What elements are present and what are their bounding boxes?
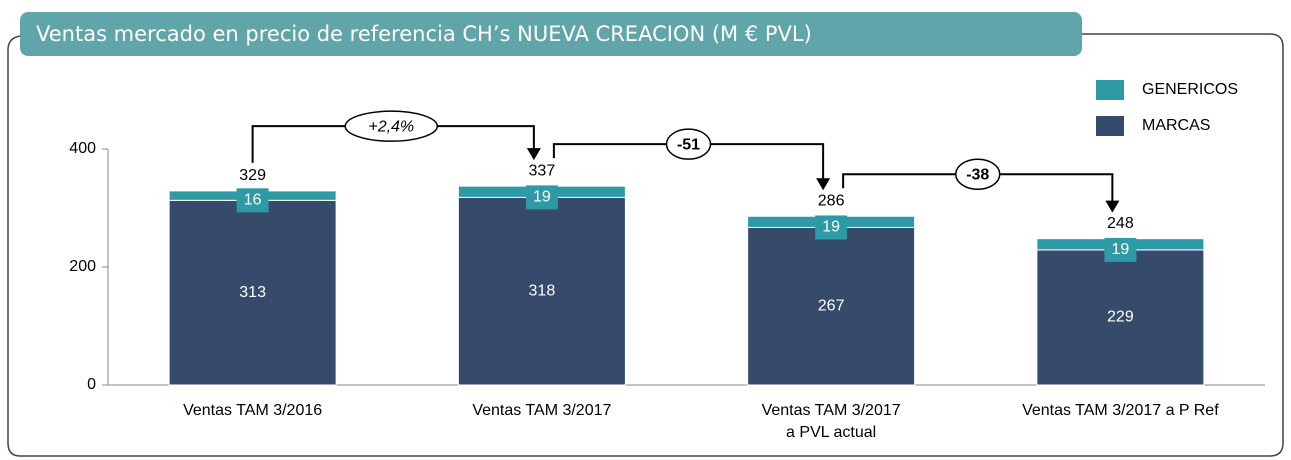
segment-label: 19 xyxy=(1111,241,1129,258)
segment-label: 267 xyxy=(818,297,845,314)
x-tick-line: Ventas TAM 3/2016 xyxy=(183,402,322,419)
segment-label-box xyxy=(815,215,848,240)
x-tick-line: Ventas TAM 3/2017 xyxy=(472,402,611,419)
segment-label: 313 xyxy=(239,284,266,301)
bar-segment xyxy=(457,196,626,386)
segment-label: 19 xyxy=(533,189,551,206)
total-label: 329 xyxy=(239,167,266,184)
arrow-head xyxy=(1105,200,1120,213)
y-tick-label: 0 xyxy=(87,376,96,393)
bar-segment xyxy=(747,226,916,386)
x-tick-line: a PVL actual xyxy=(786,424,876,441)
total-label: 286 xyxy=(818,192,845,209)
annotation-bubble xyxy=(344,110,438,142)
bar-segment xyxy=(1036,249,1205,386)
arrow-head xyxy=(526,148,541,161)
segment-label: 229 xyxy=(1107,309,1134,326)
frame xyxy=(7,33,1284,457)
x-tick-label: Ventas TAM 3/2017 a P Ref xyxy=(1022,402,1219,419)
annotation: +2,4% xyxy=(368,118,414,135)
segment-label: 318 xyxy=(529,282,556,299)
segment-label: 16 xyxy=(244,192,262,209)
x-tick-label: Ventas TAM 3/2017 xyxy=(472,402,611,419)
legend-swatch xyxy=(1096,116,1124,136)
x-tick-line: Ventas TAM 3/2017 a P Ref xyxy=(1022,402,1219,419)
chart-title: Ventas mercado en precio de referencia C… xyxy=(36,22,812,46)
legend-label: MARCAS xyxy=(1142,117,1210,134)
annotation-bubble xyxy=(665,128,712,160)
segment-label-box xyxy=(236,188,269,213)
legend-label: GENERICOS xyxy=(1142,81,1238,98)
y-tick-label: 400 xyxy=(69,140,96,157)
total-label: 248 xyxy=(1107,215,1134,232)
y-tick-label: 200 xyxy=(69,258,96,275)
x-tick-label: Ventas TAM 3/2017 a PVL actual xyxy=(762,402,901,441)
x-tick-line: Ventas TAM 3/2017 xyxy=(762,402,901,419)
total-label: 337 xyxy=(529,162,556,179)
bar-segment xyxy=(168,199,337,386)
title-box xyxy=(20,12,1082,56)
arrow-head xyxy=(816,178,831,191)
legend-swatch xyxy=(1096,80,1124,100)
annotation: -38 xyxy=(966,166,989,183)
segment-label-box xyxy=(525,185,558,210)
x-tick-label: Ventas TAM 3/2016 xyxy=(183,402,322,419)
annotation: -51 xyxy=(677,136,700,153)
annotation-bubble xyxy=(955,158,1001,191)
segment-label-box xyxy=(1104,237,1137,262)
segment-label: 19 xyxy=(822,219,840,236)
